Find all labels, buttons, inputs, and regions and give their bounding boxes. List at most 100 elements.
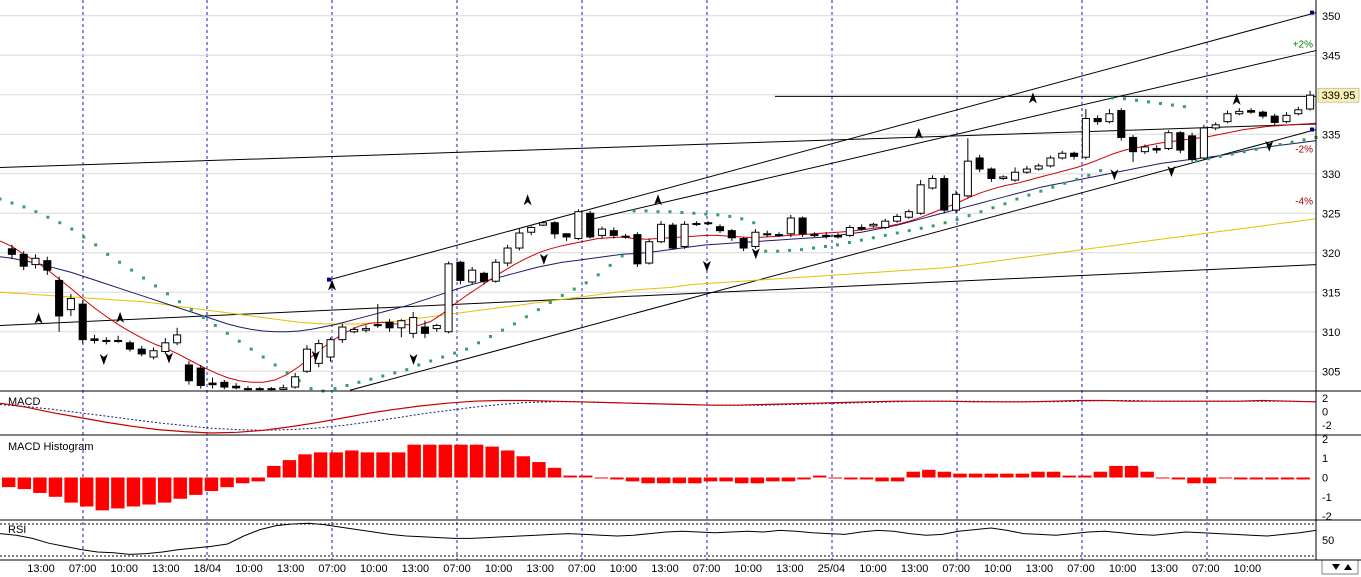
histogram-tick-label: 1 <box>1322 453 1328 465</box>
sar-dot <box>1135 98 1139 102</box>
channel-mid <box>589 50 1317 221</box>
candle-body <box>149 350 158 358</box>
histogram-bar <box>1031 471 1045 478</box>
sar-dot <box>70 227 74 231</box>
x-tick-label: 13:00 <box>1150 563 1178 575</box>
histogram-bar <box>454 444 468 478</box>
histogram-bar <box>407 444 421 478</box>
histogram-tick-label: -1 <box>1322 492 1332 504</box>
anchor-marker <box>1310 10 1314 15</box>
candle-body <box>586 212 595 238</box>
scroll-button <box>1321 559 1359 575</box>
macd-histogram-panel[interactable]: MACD Histogram 2 1 0 -1 -2 <box>2 434 1332 523</box>
sar-dot <box>680 210 684 214</box>
sar-dot <box>441 355 445 359</box>
histogram-bar <box>750 477 764 484</box>
histogram-bar <box>111 477 125 509</box>
candle-body <box>220 381 229 388</box>
sar-dot <box>1123 97 1127 101</box>
sar-dot <box>608 263 612 267</box>
histogram-bar <box>501 450 515 478</box>
histogram-bar <box>345 450 359 478</box>
x-tick-label: 10:00 <box>610 563 638 575</box>
sar-dot <box>584 281 588 285</box>
sar-dot <box>106 252 110 256</box>
candle-body <box>715 226 725 232</box>
candle-body <box>774 234 784 237</box>
x-tick-label: 13:00 <box>27 563 55 575</box>
histogram-bar <box>485 446 499 478</box>
sar-dot <box>728 214 732 218</box>
histogram-bar <box>1015 473 1030 478</box>
histogram-bar <box>703 477 718 482</box>
channel-upper <box>329 12 1317 281</box>
sar-dot <box>1302 138 1306 142</box>
sell-signal-arrow <box>99 354 108 366</box>
candle-body <box>1164 132 1173 150</box>
histogram-tick-label: -2 <box>1322 511 1332 523</box>
histogram-bar <box>953 473 967 478</box>
trendline-horizontal <box>0 123 1317 168</box>
candle-body <box>656 223 666 243</box>
sell-signal-arrow <box>702 260 711 272</box>
sar-dot <box>800 248 804 252</box>
candle-body <box>1129 136 1138 153</box>
candle-body <box>302 348 311 372</box>
last-price-box <box>1317 87 1360 103</box>
channel-lower <box>349 129 1317 391</box>
x-tick-label: 07:00 <box>568 563 596 575</box>
candle-body <box>1294 109 1303 115</box>
trendline-long <box>0 264 1317 326</box>
candle-body <box>952 193 961 211</box>
histogram-bar <box>968 473 983 478</box>
histogram-bar <box>251 477 265 482</box>
sar-dot <box>357 380 361 384</box>
price-tick-label: 325 <box>1322 208 1340 220</box>
price-panel[interactable]: 350345340335330325320315310305+2%-2%-4%3… <box>0 10 1360 393</box>
histogram-bar <box>890 477 905 482</box>
candle-body <box>1081 117 1090 158</box>
candle-body <box>904 211 913 218</box>
sar-dot <box>716 213 720 217</box>
histogram-bar <box>1296 477 1310 480</box>
candle-body <box>975 157 984 170</box>
histogram-bar <box>610 477 624 480</box>
candle-body <box>810 234 819 237</box>
sar-dot <box>1254 147 1258 151</box>
buy-signal-arrow <box>328 279 336 291</box>
histogram-bar <box>1000 473 1014 478</box>
sar-dot <box>369 377 373 381</box>
x-tick-label: 10:00 <box>1234 563 1262 575</box>
sar-dot <box>309 387 313 391</box>
sar-dot <box>1278 143 1282 147</box>
sar-dot <box>596 273 600 277</box>
macd-tick-label: 0 <box>1322 406 1328 418</box>
candle-body <box>267 388 276 391</box>
rsi-panel[interactable]: RSI 50 <box>0 522 1334 557</box>
sar-dot <box>620 254 624 258</box>
sar-dot <box>859 238 863 242</box>
buy-signal-arrow <box>523 194 532 206</box>
histogram-bar <box>329 452 343 478</box>
x-tick-label: 10:00 <box>360 563 388 575</box>
chevron-down-icon <box>1332 564 1340 570</box>
sar-dot <box>201 316 205 320</box>
sar-dot <box>560 293 564 297</box>
x-tick-label: 13:00 <box>776 563 804 575</box>
sar-dot <box>417 363 421 367</box>
price-tick-label: 350 <box>1322 11 1340 23</box>
x-tick-label: 07:00 <box>318 563 346 575</box>
sar-dot <box>764 249 768 253</box>
histogram-bar <box>1265 477 1279 480</box>
x-axis: 13:00 07:00 10:00 13:00 18/04 10:00 13:00 07:00… <box>27 559 1359 575</box>
histogram-bar <box>17 477 32 490</box>
macd-panel[interactable]: MACD 20 -2 <box>0 393 1332 434</box>
price-tick-label: 320 <box>1322 248 1340 260</box>
histogram-bar <box>672 477 687 484</box>
x-tick-label: 25/04 <box>818 563 846 575</box>
macd-tick-label: 2 <box>1322 393 1328 405</box>
histogram-bar <box>423 444 437 478</box>
price-tick-label: 345 <box>1322 50 1340 62</box>
x-tick-label: 10:00 <box>734 563 762 575</box>
histogram-bar <box>781 477 796 482</box>
